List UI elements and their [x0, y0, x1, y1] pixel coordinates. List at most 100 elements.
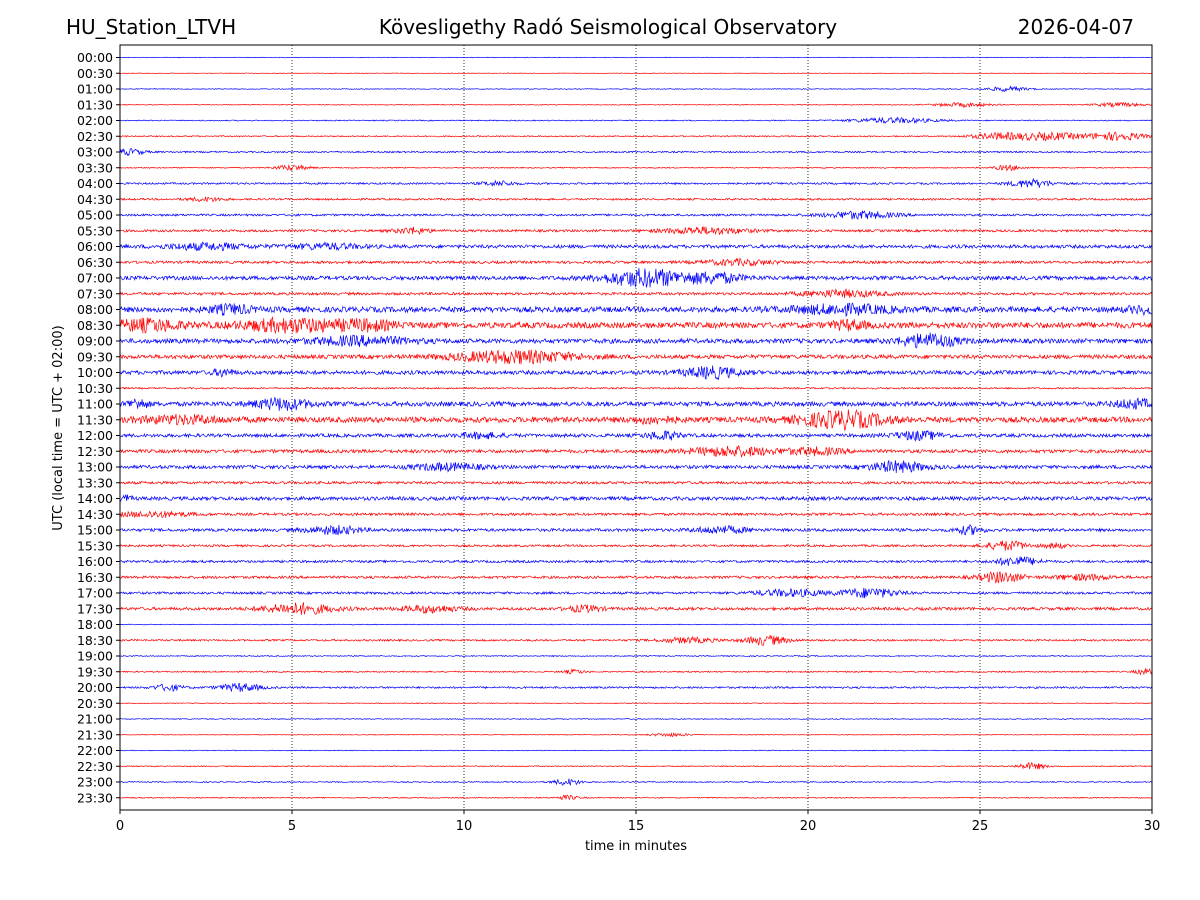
y-tick-label: 01:30 — [77, 97, 113, 112]
trace-12:30 — [119, 444, 1153, 458]
trace-19:00 — [119, 654, 1153, 658]
x-axis-ticks: 0 5 10 15 20 25 30 — [116, 810, 1160, 834]
trace-13:00 — [119, 459, 1153, 473]
date-title: 2026-04-07 — [1018, 15, 1134, 39]
trace-09:00 — [119, 332, 1153, 349]
trace-16:00 — [119, 556, 1153, 567]
y-tick-label: 08:30 — [77, 318, 113, 333]
y-tick-label: 14:00 — [77, 491, 113, 506]
trace-03:30 — [119, 164, 1153, 172]
trace-17:30 — [119, 602, 1153, 615]
trace-07:00 — [119, 268, 1153, 288]
x-tick-label: 30 — [1144, 819, 1161, 834]
trace-07:30 — [119, 288, 1153, 299]
trace-04:30 — [119, 196, 1153, 203]
trace-15:30 — [119, 540, 1153, 551]
trace-00:30 — [119, 72, 1153, 74]
y-tick-label: 11:00 — [77, 397, 113, 412]
trace-20:30 — [119, 702, 1153, 705]
trace-10:00 — [119, 365, 1153, 381]
trace-22:00 — [119, 749, 1153, 752]
trace-21:30 — [119, 732, 1153, 738]
trace-01:30 — [119, 101, 1153, 108]
x-axis-label: time in minutes — [585, 839, 687, 854]
y-tick-label: 15:30 — [77, 538, 113, 553]
y-tick-label: 16:00 — [77, 554, 113, 569]
trace-11:00 — [119, 396, 1153, 411]
trace-23:00 — [119, 778, 1153, 786]
trace-21:00 — [119, 718, 1153, 720]
trace-06:30 — [119, 257, 1153, 267]
y-tick-label: 21:00 — [77, 712, 113, 727]
seismic-traces — [119, 56, 1153, 801]
y-axis-ticks: 00:0000:3001:0001:3002:0002:3003:0003:30… — [77, 50, 120, 805]
y-tick-label: 02:30 — [77, 129, 113, 144]
y-tick-label: 21:30 — [77, 727, 113, 742]
trace-23:30 — [119, 794, 1153, 801]
station-title: HU_Station_LTVH — [66, 15, 236, 39]
trace-09:30 — [119, 349, 1153, 365]
trace-16:30 — [119, 571, 1153, 584]
y-tick-label: 23:00 — [77, 775, 113, 790]
plot-frame — [119, 44, 1153, 811]
trace-00:00 — [119, 56, 1152, 59]
trace-05:30 — [119, 226, 1153, 236]
y-tick-label: 04:00 — [77, 176, 113, 191]
y-tick-label: 13:00 — [77, 460, 113, 475]
trace-15:00 — [119, 523, 1153, 536]
trace-02:30 — [119, 131, 1153, 142]
trace-08:00 — [119, 302, 1153, 317]
trace-04:00 — [119, 177, 1153, 188]
y-tick-label: 12:00 — [77, 428, 113, 443]
y-tick-label: 10:30 — [77, 381, 113, 396]
y-tick-label: 15:00 — [77, 523, 113, 538]
y-axis-label: UTC (local time = UTC + 02:00) — [51, 325, 66, 530]
trace-17:00 — [119, 587, 1153, 599]
trace-01:00 — [119, 85, 1153, 93]
y-tick-label: 03:00 — [77, 145, 113, 160]
trace-20:00 — [119, 682, 1153, 693]
y-tick-label: 20:30 — [77, 696, 113, 711]
trace-14:30 — [119, 510, 1153, 519]
y-tick-label: 07:30 — [77, 286, 113, 301]
y-tick-label: 01:00 — [77, 82, 113, 97]
trace-08:30 — [119, 316, 1153, 335]
y-tick-label: 20:00 — [77, 680, 113, 695]
y-tick-label: 06:00 — [77, 239, 113, 254]
trace-13:30 — [119, 480, 1153, 486]
y-tick-label: 18:30 — [77, 633, 113, 648]
trace-18:30 — [119, 634, 1153, 646]
x-tick-label: 0 — [116, 819, 124, 834]
y-tick-label: 05:30 — [77, 223, 113, 238]
trace-03:00 — [119, 148, 1153, 157]
y-tick-label: 14:30 — [77, 507, 113, 522]
trace-22:30 — [119, 761, 1153, 770]
y-tick-label: 16:30 — [77, 570, 113, 585]
y-tick-label: 17:00 — [77, 586, 113, 601]
y-tick-label: 18:00 — [77, 617, 113, 632]
y-tick-label: 13:30 — [77, 475, 113, 490]
trace-12:00 — [119, 429, 1153, 442]
y-tick-label: 12:30 — [77, 444, 113, 459]
y-tick-label: 09:30 — [77, 349, 113, 364]
x-tick-label: 10 — [456, 819, 473, 834]
trace-02:00 — [119, 116, 1153, 124]
x-tick-label: 5 — [288, 819, 296, 834]
y-tick-label: 03:30 — [77, 160, 113, 175]
trace-11:30 — [119, 408, 1153, 431]
y-tick-label: 19:00 — [77, 649, 113, 664]
trace-10:30 — [119, 386, 1153, 390]
x-tick-label: 25 — [972, 819, 989, 834]
x-tick-label: 20 — [800, 819, 817, 834]
trace-06:00 — [119, 241, 1153, 252]
y-tick-label: 11:30 — [77, 412, 113, 427]
y-tick-label: 02:00 — [77, 113, 113, 128]
trace-05:00 — [119, 210, 1153, 220]
y-tick-label: 08:00 — [77, 302, 113, 317]
x-tick-label: 15 — [628, 819, 645, 834]
y-tick-label: 22:00 — [77, 743, 113, 758]
y-tick-label: 04:30 — [77, 192, 113, 207]
y-tick-label: 10:00 — [77, 365, 113, 380]
trace-19:30 — [119, 667, 1153, 676]
